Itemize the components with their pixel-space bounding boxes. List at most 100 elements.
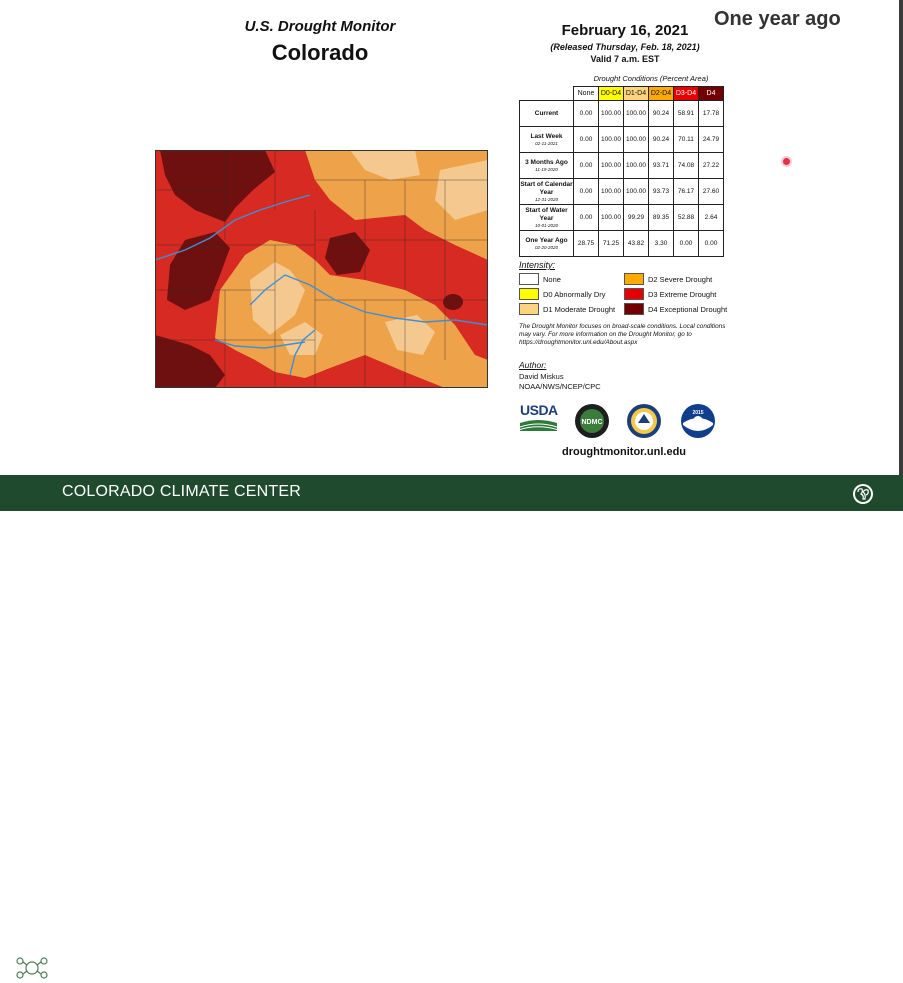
author-org: NOAA/NWS/NCEP/CPC [519,382,601,391]
table-cell: 0.00 [573,100,599,127]
table-cell: 100.00 [598,204,624,231]
state-title: Colorado [271,40,369,65]
row-label-text: Last Week [530,132,563,140]
legend-label: D3 Extreme Drought [648,289,717,299]
table-cell: 90.24 [648,100,674,127]
row-label: Start of Calendar Year 12-31-2020 [519,178,574,205]
table-cell: 100.00 [598,126,624,153]
map-area-d4-west [167,232,230,310]
map-title: U.S. Drought Monitor [244,18,396,35]
map-area-d1-northeast [350,150,420,180]
table-cell: 90.24 [648,126,674,153]
legend-label: D2 Severe Drought [648,274,713,284]
legend-swatch [624,303,644,315]
column-header: None [573,86,599,101]
ndmc-logo: NDMC [575,404,609,438]
table-cell: 24.79 [698,126,724,153]
table-cell: 27.22 [698,152,724,179]
usda-logo: USDA [519,403,558,435]
table-cell: 0.00 [573,178,599,205]
row-label: Current [519,100,574,127]
row-date: 02-20-2020 [534,244,559,250]
doc-seal-logo [627,404,661,438]
state-border [155,150,488,388]
table-cell: 99.29 [623,204,649,231]
table-cell: 76.17 [673,178,699,205]
legend-swatch [624,273,644,285]
table-row: One Year Ago 02-20-2020 28.75 71.25 43.82 3.3… [519,230,724,257]
table-cell: 74.08 [673,152,699,179]
legend-label: D0 Abnormally Dry [543,289,606,299]
table-header-row: None D0-D4 D1-D4 D2-D4 D3-D4 D4 [520,86,724,101]
legend-swatch [519,303,539,315]
legend-swatch [519,288,539,300]
row-label: Start of Water Year 10-01-2020 [519,204,574,231]
table-cell: 0.00 [573,152,599,179]
window-edge [899,0,903,475]
row-label: 3 Months Ago 11-19-2020 [519,152,574,179]
colorado-drought-map [155,150,488,388]
table-cell: 100.00 [598,100,624,127]
map-area-d4-southwest [155,335,225,388]
table-cell: 100.00 [623,152,649,179]
row-label-text: Start of Calendar Year [520,180,573,196]
intensity-title: Intensity: [519,260,556,270]
map-area-d1-east [435,160,488,220]
table-cell: 100.00 [598,152,624,179]
noaa-year-text: 2015 [692,410,703,416]
row-date: 02-11-2021 [535,140,558,146]
valid-time: Valid 7 a.m. EST [590,54,660,64]
row-label-text: Start of Water Year [525,206,568,222]
row-label-text: One Year Ago [525,236,568,244]
table-cell: 93.73 [648,178,674,205]
table-cell: 100.00 [623,126,649,153]
author-name: David Miskus [519,372,564,381]
row-date: 12-31-2020 [534,196,559,202]
table-cell: 71.25 [598,230,624,257]
column-header: D3-D4 [673,86,699,101]
table-row: Start of Calendar Year 12-31-2020 0.00 100.… [519,178,724,205]
table-cell: 0.00 [698,230,724,257]
date-block: February 16, 2021 (Released Thursday, Fe… [530,22,720,64]
legend-label: D1 Moderate Drought [543,304,616,314]
column-header: D1-D4 [623,86,649,101]
table-cell: 27.60 [698,178,724,205]
map-area-d1-southwest [280,322,323,355]
noaa-logo: 2015 [681,404,715,438]
row-label: Last Week 02-11-2021 [519,126,574,153]
row-label: One Year Ago 02-20-2020 [519,230,574,257]
map-date: February 16, 2021 [561,22,689,39]
drought-monitor-url[interactable]: droughtmonitor.unl.edu [561,446,687,458]
row-label-text: 3 Months Ago [525,158,568,166]
table-cell: 43.82 [623,230,649,257]
drought-conditions-table: None D0-D4 D1-D4 D2-D4 D3-D4 D4 Current 0… [519,86,724,257]
map-area-d1-south [385,315,435,355]
table-cell: 0.00 [573,126,599,153]
table-cell: 52.88 [673,204,699,231]
row-label-text: Current [534,109,559,117]
county-lines [155,150,488,388]
legend-label: D4 Exceptional Drought [648,304,728,314]
slide: U.S. Drought Monitor Colorado February 1… [0,0,903,475]
table-cell: 17.78 [698,100,724,127]
table-cell: 100.00 [623,178,649,205]
ornament-icon [16,957,48,979]
column-header: D4 [698,86,724,101]
pointer-cursor-dot [783,158,790,165]
table-cell: 3.30 [648,230,674,257]
csu-ram-icon [853,484,873,504]
table-caption: Drought Conditions (Percent Area) [593,74,709,83]
table-cell: 70.11 [673,126,699,153]
usda-hill-icon [519,420,558,431]
table-row: Start of Water Year 10-01-2020 0.00 100.00 9… [519,204,724,231]
table-cell: 100.00 [623,100,649,127]
table-row: Last Week 02-11-2021 0.00 100.00 100.00 90.24… [519,126,724,153]
drought-monitor-note: The Drought Monitor focuses on broad-sca… [519,323,726,346]
colorado-climate-center-title: COLORADO CLIMATE CENTER [62,483,301,500]
rivers [155,194,488,376]
row-date: 10-01-2020 [534,222,559,228]
author-title: Author: [519,360,547,370]
legend-label: None [543,274,561,284]
legend-swatch [519,273,539,285]
legend-swatch [624,288,644,300]
